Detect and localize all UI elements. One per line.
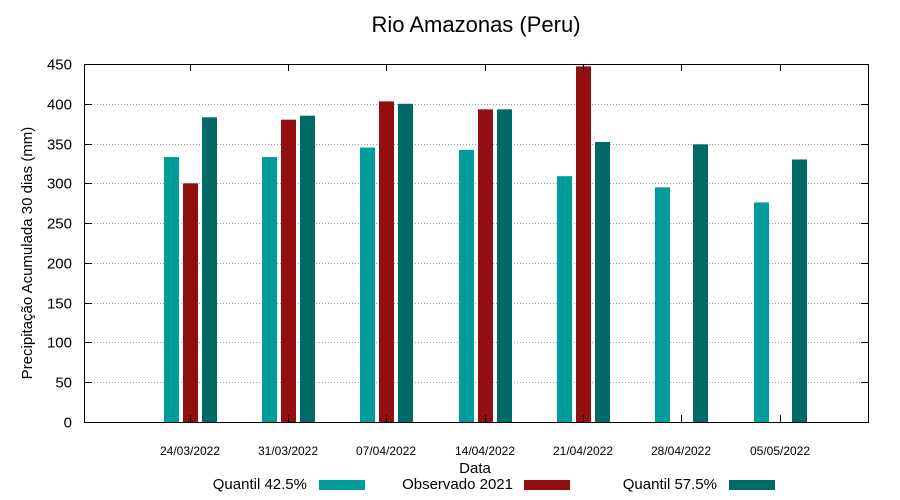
bar-1-1 bbox=[164, 157, 179, 422]
x-axis-label: Data bbox=[459, 460, 491, 477]
x-axis: 24/03/2022 31/03/2022 07/04/2022 14/04/2022… bbox=[160, 64, 810, 458]
bar-1-7 bbox=[754, 202, 769, 422]
bar-1-2 bbox=[262, 157, 277, 422]
legend-swatch bbox=[729, 480, 775, 490]
y-tick-label: 300 bbox=[47, 176, 72, 193]
y-tick-label: 450 bbox=[47, 57, 72, 74]
legend: Quantil 42.5% Observado 2021 Quantil 57.5% bbox=[213, 476, 775, 493]
bar-2-3 bbox=[379, 101, 394, 422]
bar-2-2 bbox=[281, 119, 296, 422]
bar-1-5 bbox=[557, 176, 572, 422]
y-tick-label: 150 bbox=[47, 296, 72, 313]
bar-2-1 bbox=[183, 183, 198, 422]
bar-3-2 bbox=[300, 115, 315, 422]
legend-swatch bbox=[319, 480, 365, 490]
legend-label: Quantil 42.5% bbox=[213, 476, 307, 493]
chart-title: Rio Amazonas (Peru) bbox=[371, 12, 580, 37]
y-tick-label: 250 bbox=[47, 216, 72, 233]
x-tick-label: 05/05/2022 bbox=[750, 444, 810, 458]
legend-label: Quantil 57.5% bbox=[623, 476, 717, 493]
y-tick-label: 400 bbox=[47, 97, 72, 114]
y-tick-label: 200 bbox=[47, 256, 72, 273]
y-axis: 0 50 100 150 200 250 300 350 400 450 bbox=[47, 57, 868, 432]
plot-frame bbox=[84, 64, 869, 423]
x-tick-label: 28/04/2022 bbox=[651, 444, 711, 458]
bar-2-4 bbox=[478, 109, 493, 422]
bar-layer bbox=[164, 66, 807, 423]
legend-swatch bbox=[524, 480, 570, 490]
y-tick-label: 0 bbox=[64, 415, 72, 432]
y-tick-label: 350 bbox=[47, 137, 72, 154]
bar-1-6 bbox=[655, 187, 670, 422]
bar-3-7 bbox=[792, 159, 807, 422]
bar-3-6 bbox=[693, 144, 708, 422]
bar-1-3 bbox=[360, 147, 375, 423]
x-tick-label: 21/04/2022 bbox=[553, 444, 613, 458]
bar-3-1 bbox=[202, 117, 217, 423]
legend-label: Observado 2021 bbox=[402, 476, 513, 493]
x-tick-label: 31/03/2022 bbox=[258, 444, 318, 458]
y-tick-label: 50 bbox=[55, 375, 72, 392]
y-tick-label: 100 bbox=[47, 335, 72, 352]
bar-2-5 bbox=[576, 66, 591, 423]
x-tick-label: 07/04/2022 bbox=[356, 444, 416, 458]
x-tick-label: 24/03/2022 bbox=[160, 444, 220, 458]
x-tick-label: 14/04/2022 bbox=[455, 444, 515, 458]
bar-3-5 bbox=[595, 141, 610, 422]
bar-3-3 bbox=[398, 103, 413, 423]
y-axis-label: Precipitação Acumulada 30 dias (mm) bbox=[19, 127, 36, 380]
bar-1-4 bbox=[459, 149, 474, 423]
bar-3-4 bbox=[497, 109, 512, 422]
